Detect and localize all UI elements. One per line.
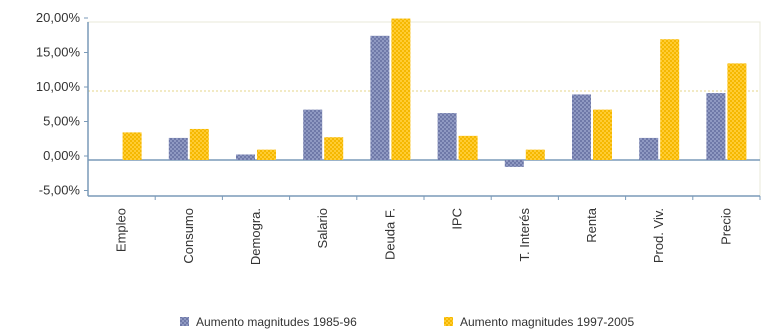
y-tick-label: 5,00% [43,114,80,129]
bar-b-4 [391,18,411,160]
legend-label: Aumento magnitudes 1985-96 [196,315,357,329]
bar-a-9 [706,93,726,160]
bar-a-2 [236,154,255,160]
category-label: Salario [315,208,330,248]
category-label: Prod. Viv. [651,208,666,263]
category-label: IPC [450,208,465,230]
y-tick-label: 10,00% [36,79,81,94]
legend: Aumento magnitudes 1985-96 Aumento magnit… [180,315,634,329]
bar-b-1 [189,128,209,160]
category-label: Demogra. [248,208,263,265]
plot-frame [87,21,761,197]
bar-b-8 [660,39,680,160]
category-label: T. Interés [517,208,532,262]
bar-b-2 [257,149,276,160]
y-tick-label: 20,00% [36,10,81,25]
bar-a-6 [504,160,524,167]
y-tick-label: 15,00% [36,45,81,60]
bar-b-9 [727,63,747,160]
bar-b-0 [122,132,142,160]
legend-label: Aumento magnitudes 1997-2005 [460,315,634,329]
bar-a-3 [303,109,323,160]
y-tick-label: -5,00% [39,183,81,198]
category-label: Precio [718,208,733,245]
bar-b-6 [525,149,545,160]
category-label: Deuda F. [382,208,397,260]
legend-swatch [444,317,453,326]
category-label: Renta [584,207,599,242]
plot-area: 20,00% 15,00% 10,00% 5,00% 0,00% -5,00% Empleo… [36,10,761,265]
bar-a-8 [639,137,659,160]
bar-a-7 [572,94,591,160]
bar-b-5 [458,135,478,160]
bar-b-7 [593,109,612,160]
bar-a-4 [370,35,390,160]
category-label: Consumo [181,208,196,264]
legend-swatch [180,317,189,326]
bar-b-3 [324,137,344,160]
bar-a-1 [168,137,188,160]
bar-a-5 [437,113,457,160]
y-tick-label: 0,00% [43,148,80,163]
category-label: Empleo [114,208,129,252]
